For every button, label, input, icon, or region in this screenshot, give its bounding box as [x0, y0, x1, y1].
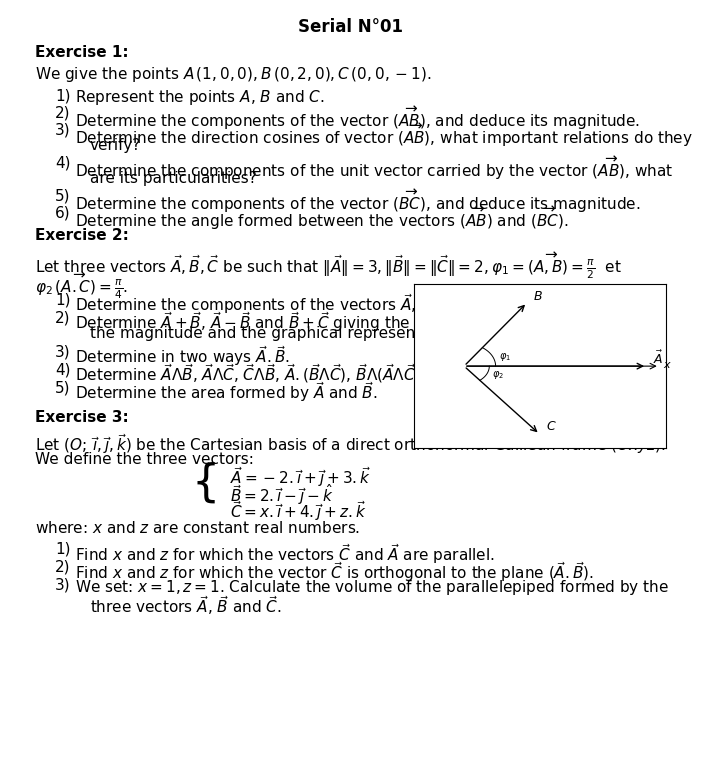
Text: where: $x$ and $z$ are constant real numbers.: where: $x$ and $z$ are constant real num…: [35, 520, 360, 536]
Text: 1): 1): [55, 292, 71, 307]
Text: Determine $\vec{A}\Lambda\vec{B}$, $\vec{A}\Lambda\vec{C}$, $\vec{C}\Lambda\vec{: Determine $\vec{A}\Lambda\vec{B}$, $\vec…: [75, 362, 425, 385]
Text: 3): 3): [55, 122, 71, 137]
Text: Find $x$ and $z$ for which the vector $\vec{C}$ is orthogonal to the plane $(\ve: Find $x$ and $z$ for which the vector $\…: [75, 560, 594, 584]
Text: Determine the area formed by $\vec{A}$ and $\vec{B}$.: Determine the area formed by $\vec{A}$ a…: [75, 380, 378, 404]
Text: Let three vectors $\vec{A}, \vec{B}, \vec{C}$ be such that $\|\vec{A}\| = 3, \|\: Let three vectors $\vec{A}, \vec{B}, \ve…: [35, 250, 622, 280]
Text: We set: $x = 1, z = 1$. Calculate the volume of the parallelepiped formed by the: We set: $x = 1, z = 1$. Calculate the vo…: [75, 578, 669, 597]
Text: $\vec{C} = x.\vec{\imath} + 4.\vec{\jmath} + z.\vec{k}$: $\vec{C} = x.\vec{\imath} + 4.\vec{\jmat…: [230, 499, 367, 523]
Text: $\vec{B} = 2.\vec{\imath} - \vec{\jmath} - \hat{k}$: $\vec{B} = 2.\vec{\imath} - \vec{\jmath}…: [230, 482, 334, 507]
Text: 5): 5): [55, 188, 71, 203]
Text: 6): 6): [55, 205, 71, 220]
Text: We define the three vectors:: We define the three vectors:: [35, 452, 254, 467]
Text: the magnitude and the graphical representation.: the magnitude and the graphical represen…: [90, 326, 465, 341]
Text: $\varphi_2\,(\overrightarrow{A.C}) = \frac{\pi}{4}$.: $\varphi_2\,(\overrightarrow{A.C}) = \fr…: [35, 270, 128, 301]
Text: Determine the components of the unit vector carried by the vector $(\overrightar: Determine the components of the unit vec…: [75, 155, 674, 182]
Text: $\vec{A}$: $\vec{A}$: [653, 350, 664, 367]
Text: $\varphi_1$: $\varphi_1$: [498, 351, 511, 363]
Text: Serial N°01: Serial N°01: [297, 18, 402, 36]
Text: 3): 3): [55, 344, 71, 359]
Text: Determine the angle formed between the vectors $(\overrightarrow{AB})$ and $(\ov: Determine the angle formed between the v…: [75, 205, 569, 232]
Text: Determine the components of the vector $(\overrightarrow{AB})$, and deduce its m: Determine the components of the vector $…: [75, 105, 640, 132]
Text: Exercise 2:: Exercise 2:: [35, 228, 129, 243]
Text: 2): 2): [55, 310, 71, 325]
Text: Determine in two ways $\vec{A}.\vec{B}$.: Determine in two ways $\vec{A}.\vec{B}$.: [75, 344, 290, 368]
Text: $\vec{A} = -2.\vec{\imath} + \vec{\jmath} + 3.\vec{k}$: $\vec{A} = -2.\vec{\imath} + \vec{\jmath…: [230, 465, 371, 489]
Text: Exercise 3:: Exercise 3:: [35, 410, 129, 425]
Text: verify?: verify?: [90, 138, 141, 153]
Text: Let $(O;\,\vec{\imath},\vec{\jmath},\vec{k})$ be the Cartesian basis of a direct: Let $(O;\,\vec{\imath},\vec{\jmath},\vec…: [35, 432, 665, 456]
Text: $\varphi_2$: $\varphi_2$: [492, 369, 505, 382]
Text: Determine the direction cosines of vector $(\overrightarrow{AB})$, what importan: Determine the direction cosines of vecto…: [75, 122, 693, 150]
Text: 4): 4): [55, 362, 71, 377]
Text: Find $x$ and $z$ for which the vectors $\vec{C}$ and $\vec{A}$ are parallel.: Find $x$ and $z$ for which the vectors $…: [75, 542, 495, 566]
Text: Represent the points $A$, $B$ and $C$.: Represent the points $A$, $B$ and $C$.: [75, 88, 325, 107]
Text: 2): 2): [55, 105, 71, 120]
Text: 4): 4): [55, 155, 71, 170]
Text: $C$: $C$: [546, 420, 557, 433]
Text: 2): 2): [55, 560, 71, 575]
Text: Exercise 1:: Exercise 1:: [35, 45, 128, 60]
Text: {: {: [192, 462, 220, 505]
Text: Determine $\vec{A} + \vec{B}$, $\vec{A} - \vec{B}$ and $\vec{B} + \vec{C}$ givin: Determine $\vec{A} + \vec{B}$, $\vec{A} …: [75, 310, 514, 334]
Text: 1): 1): [55, 542, 71, 557]
Text: 3): 3): [55, 578, 71, 593]
Text: are its particularities?: are its particularities?: [90, 171, 257, 186]
Text: 1): 1): [55, 88, 71, 103]
Text: three vectors $\vec{A}$, $\vec{B}$ and $\vec{C}$.: three vectors $\vec{A}$, $\vec{B}$ and $…: [90, 594, 282, 617]
Text: x: x: [663, 361, 669, 370]
Text: We give the points $A\,(1,0,0), B\,(0,2,0), C\,(0,0,-1)$.: We give the points $A\,(1,0,0), B\,(0,2,…: [35, 65, 432, 84]
Text: $B$: $B$: [533, 291, 543, 303]
Text: Determine the components of the vector $(\overrightarrow{BC})$, and deduce its m: Determine the components of the vector $…: [75, 188, 640, 215]
Text: 5): 5): [55, 380, 71, 395]
Text: Determine the components of the vectors $\vec{A}, \vec{B}, \vec{C}$.: Determine the components of the vectors …: [75, 292, 453, 316]
